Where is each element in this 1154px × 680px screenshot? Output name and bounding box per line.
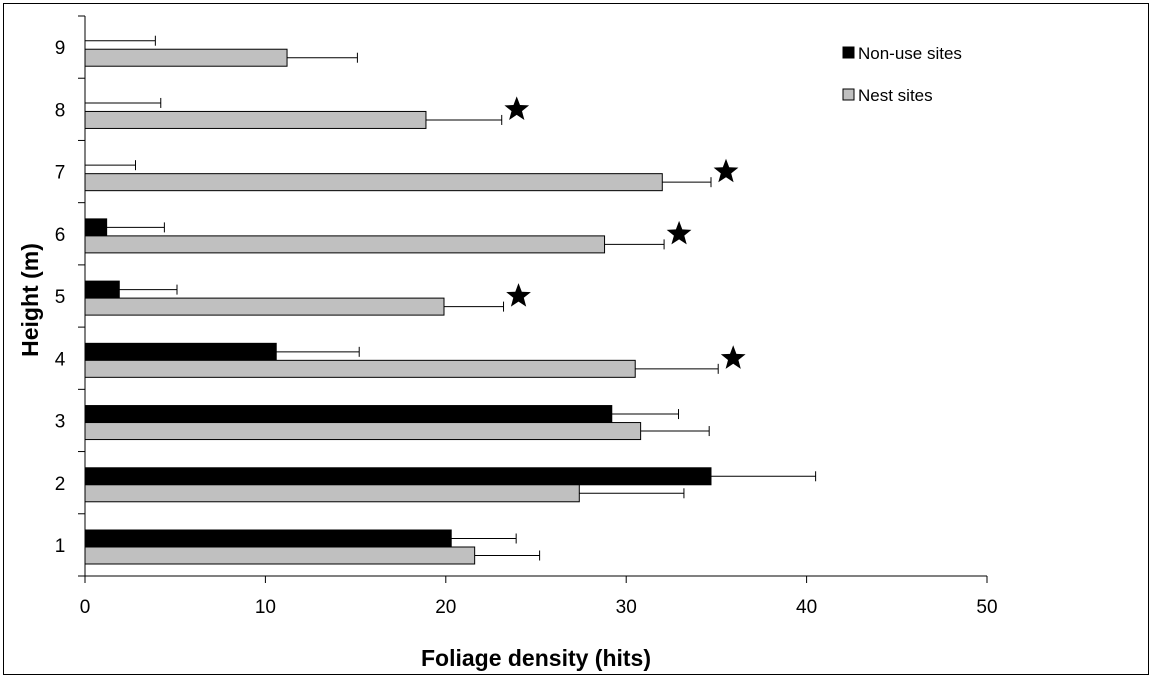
significance-markers: [504, 96, 746, 369]
tick-labels: 0 10 20 30 40 50 1 2 3 4 5 6 7 8 9: [55, 38, 998, 618]
y-tick-label: 7: [55, 163, 66, 184]
y-tick-label: 9: [55, 38, 66, 59]
significance-star-icon: [720, 345, 746, 369]
bar-nest: [84, 110, 427, 129]
legend: Non-use sites Nest sites: [842, 44, 962, 105]
y-tick-label: 4: [55, 349, 66, 370]
bars: [84, 48, 712, 565]
significance-star-icon: [504, 96, 530, 120]
y-tick-label: 6: [55, 225, 66, 246]
x-axis-title: Foliage density (hits): [421, 645, 651, 671]
bar-non-use: [84, 405, 613, 424]
bar-non-use: [84, 280, 120, 299]
y-axis-title: Height (m): [17, 243, 43, 357]
bar-nest: [84, 422, 642, 441]
bar-nest: [84, 48, 288, 67]
bar-nest: [84, 235, 606, 254]
bar-non-use: [84, 218, 108, 237]
legend-swatch-nest: [842, 88, 855, 101]
chart-frame: [3, 3, 1149, 675]
bar-non-use: [84, 467, 712, 486]
x-tick-label: 0: [80, 597, 91, 618]
x-tick-label: 20: [435, 597, 456, 618]
legend-label-non-use: Non-use sites: [858, 44, 962, 63]
significance-star-icon: [713, 158, 739, 183]
y-tick-label: 8: [55, 100, 66, 121]
x-tick-label: 40: [796, 597, 817, 618]
x-tick-label: 10: [255, 597, 276, 618]
y-tick-label: 5: [55, 287, 66, 308]
legend-swatch-non-use: [842, 46, 855, 59]
significance-star-icon: [666, 220, 692, 245]
bar-nest: [84, 359, 636, 378]
bar-nest: [84, 484, 580, 503]
significance-star-icon: [506, 283, 531, 307]
x-tick-label: 30: [616, 597, 637, 618]
bar-nest: [84, 173, 663, 192]
x-tick-label: 50: [976, 597, 997, 618]
error-bars: [85, 35, 817, 561]
legend-label-nest: Nest sites: [858, 86, 933, 105]
bar-non-use: [84, 342, 277, 361]
bar-nest: [84, 297, 445, 316]
bar-nest: [84, 546, 476, 565]
y-tick-label: 2: [55, 474, 66, 495]
y-tick-label: 3: [55, 412, 66, 433]
bar-non-use: [84, 529, 452, 548]
y-tick-label: 1: [55, 536, 66, 557]
